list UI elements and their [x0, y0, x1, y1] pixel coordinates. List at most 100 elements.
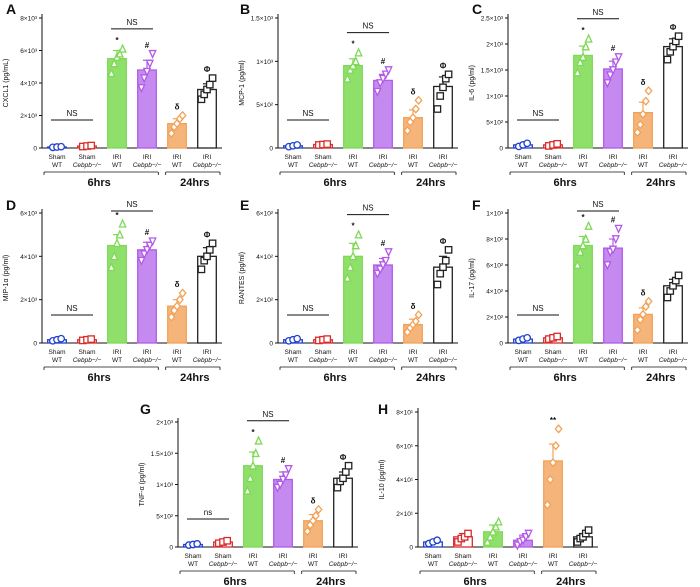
y-tick-label: 0: [499, 146, 503, 153]
category-label: Cebpb−/−: [193, 162, 222, 169]
category-label: Sham: [49, 154, 66, 161]
y-tick-label: 2×10³: [486, 42, 504, 49]
category-label: IRI: [579, 553, 588, 560]
panel-letter: A: [6, 1, 16, 17]
significance-marker: *: [581, 213, 585, 222]
category-label: IRI: [409, 154, 418, 161]
data-point: [584, 526, 593, 534]
data-point: [578, 51, 588, 61]
data-point: [348, 251, 358, 261]
significance-marker: *: [351, 40, 355, 49]
data-point: [543, 500, 552, 510]
y-axis-label: IL-17 (pg/ml): [469, 258, 476, 298]
data-point: [636, 314, 645, 325]
data-point: [411, 104, 420, 114]
y-tick-label: 1.5×10³: [151, 451, 174, 458]
data-point: [375, 79, 385, 89]
y-tick-label: 2×10³: [156, 420, 174, 427]
significance-marker: *: [115, 211, 119, 220]
data-point: [115, 229, 125, 239]
data-point: [408, 112, 418, 123]
data-point: [251, 448, 261, 458]
data-point: [254, 435, 263, 445]
y-tick-label: 4×10²: [256, 254, 274, 261]
category-label: WT: [518, 357, 528, 364]
category-label: IRI: [113, 154, 122, 161]
category-label: Cebpb−/−: [659, 357, 688, 364]
data-point: [636, 119, 645, 130]
y-tick-label: 6×10²: [256, 211, 274, 218]
category-label: WT: [638, 357, 648, 364]
panel-letter: E: [240, 197, 249, 213]
category-label: Sham: [515, 349, 532, 356]
data-point: [373, 87, 382, 97]
data-point: [381, 256, 391, 266]
category-label: IRI: [203, 349, 212, 356]
y-tick-label: 6×10¹: [396, 443, 414, 450]
panel-letter: G: [140, 401, 151, 417]
category-label: Cebpb−/−: [329, 561, 358, 568]
category-label: IRI: [203, 154, 212, 161]
significance-marker: *: [581, 26, 585, 35]
group-label-6hrs: 6hrs: [224, 576, 247, 587]
y-tick-label: 5×10²: [156, 513, 174, 520]
category-label: IRI: [579, 154, 588, 161]
y-tick-label: 2×10¹: [396, 511, 414, 518]
data-point: [115, 48, 125, 58]
data-point: [608, 245, 618, 255]
data-point: [483, 536, 492, 546]
group-label-6hrs: 6hrs: [88, 177, 111, 189]
category-label: IRI: [549, 553, 558, 560]
y-tick-label: 0: [409, 545, 413, 552]
significance-marker: **: [550, 416, 557, 425]
data-point: [641, 96, 650, 106]
data-point: [375, 265, 385, 275]
bracket-label: NS: [532, 304, 543, 313]
significance-marker: #: [611, 216, 616, 225]
data-point: [148, 237, 157, 247]
y-axis-label: IL-10 (pg/ml): [379, 460, 386, 500]
data-point: [553, 332, 562, 341]
data-point: [208, 74, 217, 82]
data-point: [553, 139, 562, 148]
data-point: [107, 261, 116, 272]
data-point: [109, 251, 119, 261]
significance-marker: δ: [175, 280, 180, 289]
data-point: [554, 424, 563, 434]
bracket-label: NS: [592, 8, 603, 17]
y-tick-label: 1.5×10³: [251, 16, 274, 23]
y-tick-label: 8×10²: [486, 237, 504, 244]
data-point: [644, 86, 653, 96]
category-label: Cebpb−/−: [133, 357, 162, 364]
significance-marker: #: [145, 228, 150, 237]
data-point: [611, 58, 621, 68]
data-point: [354, 229, 363, 239]
bar: [433, 266, 453, 344]
group-label-24hrs: 24hrs: [180, 372, 209, 384]
group-label-24hrs: 24hrs: [416, 177, 445, 189]
category-label: WT: [248, 561, 258, 568]
category-label: IRI: [279, 553, 288, 560]
y-tick-label: 4×10³: [20, 81, 38, 88]
bar: [243, 465, 263, 548]
data-point: [57, 142, 66, 151]
data-point: [145, 241, 155, 251]
significance-marker: #: [145, 41, 150, 50]
data-point: [674, 32, 683, 41]
data-point: [345, 261, 355, 272]
data-point: [118, 43, 127, 53]
data-point: [348, 60, 358, 70]
data-point: [573, 67, 582, 77]
data-point: [584, 220, 593, 230]
data-point: [575, 246, 585, 256]
data-point: [373, 269, 382, 279]
category-label: WT: [112, 357, 122, 364]
data-point: [384, 248, 393, 258]
bracket-label: ns: [204, 508, 212, 517]
category-label: Sham: [215, 553, 232, 560]
data-point: [548, 457, 558, 468]
category-label: Sham: [455, 553, 472, 560]
data-point: [611, 235, 621, 245]
data-point: [603, 79, 612, 89]
data-point: [341, 468, 350, 476]
